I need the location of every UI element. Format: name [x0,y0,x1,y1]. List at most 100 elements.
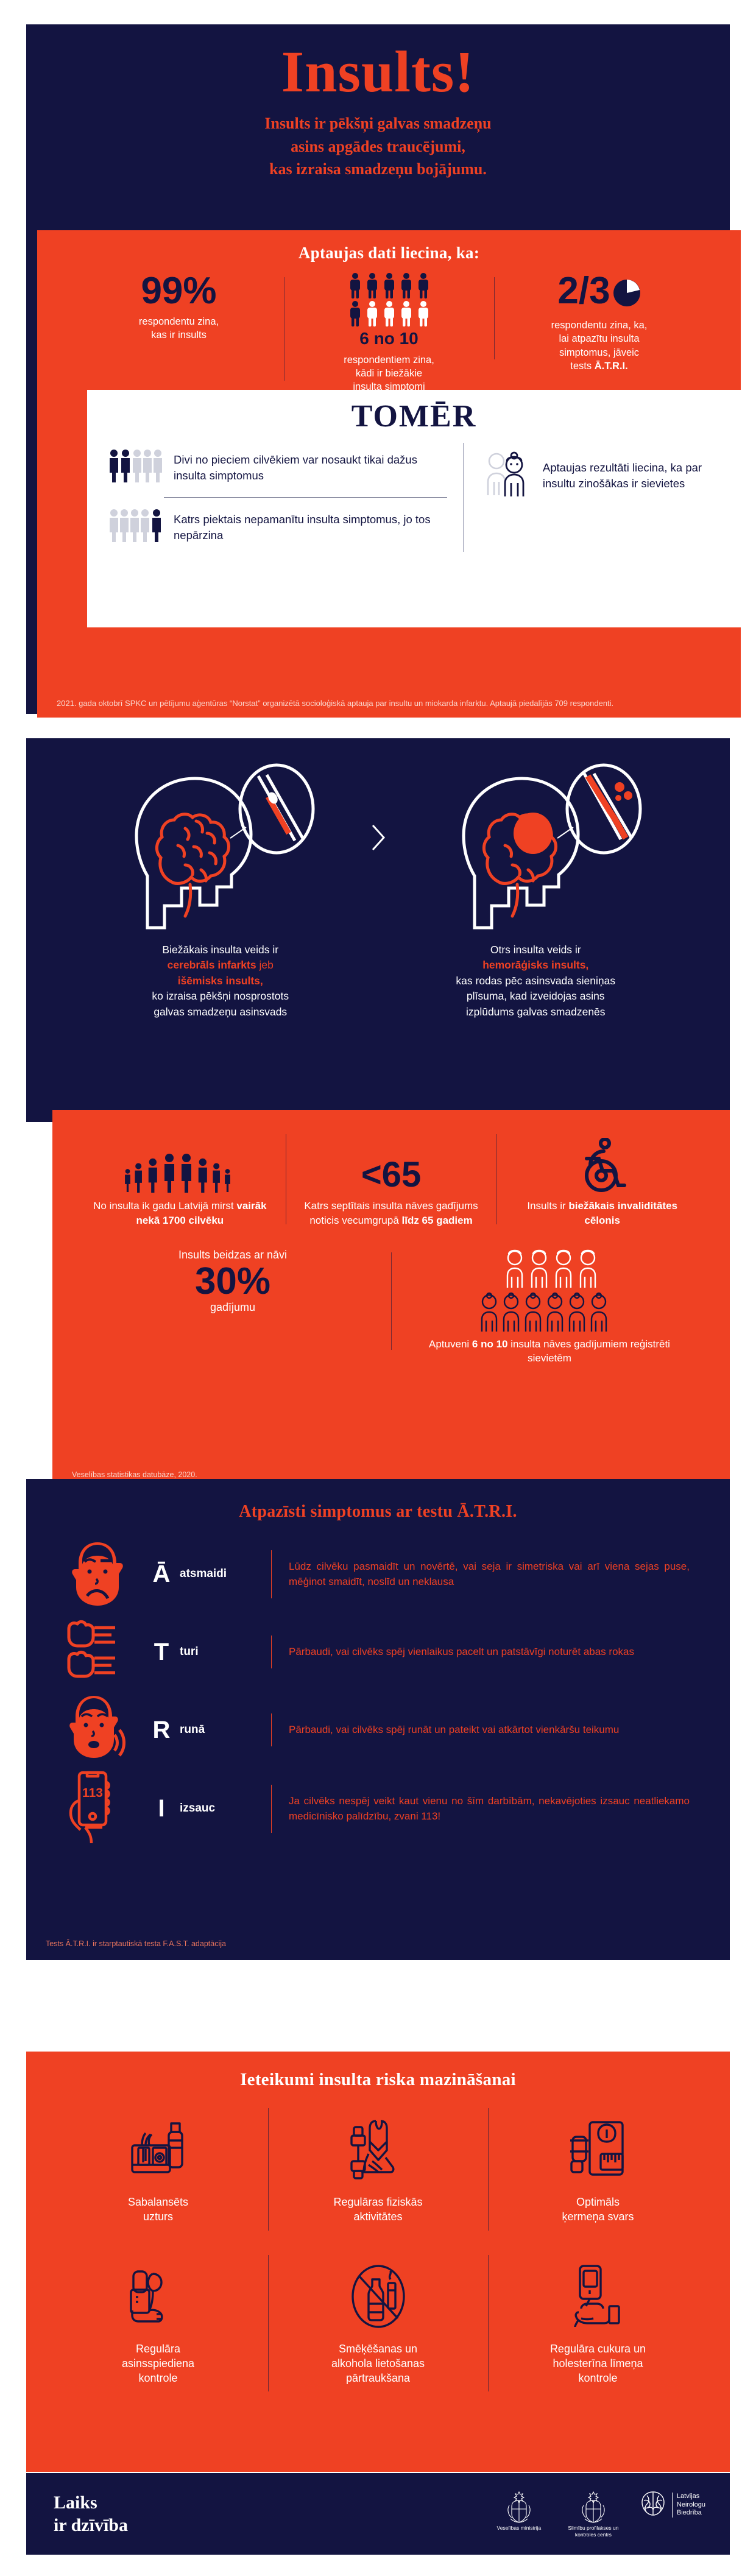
survey-stat-value: 99% [141,270,217,312]
statistics-row-1: No insulta ik gadu Latvijā mirst vairāk … [52,1110,730,1228]
survey-stat-value: 6 no 10 [359,329,419,348]
atri-description: Pārbaudi, vai cilvēks spēj vienlaikus pa… [271,1636,704,1668]
tip-label-line: kontrole [138,2372,178,2385]
atri-title: Atpazīsti simptomus ar testu Ā.T.R.I. [239,1502,517,1521]
emergency-number: 113 [82,1786,103,1800]
statistics-source-note: Veselības statistikas datubāze, 2020. [72,1470,197,1479]
survey-source-note: 2021. gada oktobrī SPKC un pētījumu aģen… [57,698,614,708]
people-6-of-10-icon [295,272,483,327]
tips-row-1: Sabalansēts uzturs [26,2106,730,2237]
type-line: plīsuma, kad izveidojas asins [466,990,605,1003]
type-line: galvas smadzeņu asinsvads [154,1005,288,1018]
type-ischemic: Biežākais insulta veids ir cerebrāls inf… [63,942,378,1020]
stat-line: respondentu zina, ka, [551,320,648,331]
latvia-coat-of-arms-icon [564,2490,623,2525]
hero-subtitle-line: asins apgādes traucējumi, [291,137,465,155]
tip-label-line: holesterīna līmeņa [553,2357,643,2370]
tip-no-smoking-alcohol: Smēķēšanas un alkohola lietošanas pārtra… [268,2253,488,2398]
lnb-line: Neirologu [676,2500,705,2508]
stat-line-text: tests [570,360,592,372]
head-brain-hemorrhagic-icon [432,760,651,940]
survey-stat-value: 2/3 [505,272,693,314]
divider [164,497,447,498]
tomer-item: Divi no pieciem cilvēkiem var nosaukt ti… [108,443,447,492]
statistics-row-2: Insults beidzas ar nāvi 30% gadījumu [52,1228,730,1366]
tip-label-line: Regulāras fiziskās [333,2196,423,2208]
glucose-meter-icon [501,2259,694,2334]
tip-label-line: uzturs [143,2211,174,2223]
atri-source-note: Tests Ā.T.R.I. ir starptautiskā testa F.… [46,1939,226,1948]
hero-subtitle-line: Insults ir pēkšņi galvas smadzeņu [264,115,492,132]
footer: Laiks ir dzīvība Veselības [26,2473,730,2555]
stat-line: lai atpazītu insulta [559,333,640,345]
blood-pressure-icon [62,2259,255,2334]
tip-label-line: alkohola lietošanas [331,2357,425,2370]
hero-subtitle-line: kas izraisa smadzeņu bojājumu. [269,160,487,178]
stat-text-bold: vairāk nekā 1700 cilvēku [136,1200,267,1226]
body-weight-icon [501,2112,694,2187]
atri-letter: T [154,1638,169,1665]
tip-label: Regulāra cukura un holesterīna līmeņa ko… [501,2341,694,2386]
tip-label: Regulāras fiziskās aktivitātes [281,2195,475,2225]
tomer-item-text: Divi no pieciem cilvēkiem var nosaukt ti… [174,453,417,482]
survey-stat-text: respondentu zina, ka, lai atpazītu insul… [505,319,693,373]
atri-description: Lūdz cilvēku pasmaidīt un novērtē, vai s… [271,1550,704,1598]
footer-slogan: Laiks ir dzīvība [54,2491,128,2537]
tip-label: Sabalansēts uzturs [62,2195,255,2225]
tomer-right-column: Aptaujas rezultāti liecina, ka par insul… [462,443,720,552]
lnb-text: Latvijas Neirologu Biedrība [671,2492,705,2518]
stat-line: tests Ā.T.R.I. [505,359,693,373]
stat-line: insulta simptomi [353,381,425,393]
tip-optimal-weight: Optimāls ķermeņa svars [488,2106,708,2237]
tip-label: Optimāls ķermeņa svars [501,2195,694,2225]
stat-text-pre: No insulta ik gadu Latvijā mirst [93,1200,237,1212]
stat-text: Aptuveni 6 no 10 insulta nāves gadījumie… [407,1337,692,1366]
survey-stat-number: 2/3 [557,270,610,312]
hero-subtitle: Insults ir pēkšņi galvas smadzeņu asins … [26,112,730,181]
chevron-right-icon [370,824,386,855]
stroke-types-text: Biežākais insulta veids ir cerebrāls inf… [26,940,730,1020]
atri-section: Atpazīsti simptomus ar testu Ā.T.R.I. [26,1479,730,1960]
survey-stat-99: 99% respondentu zina, kas ir insults [74,272,284,342]
tomer-item: Aptaujas rezultāti liecina, ka par insul… [481,443,720,508]
stat-text-post: insulta nāves gadījumiem reģistrēti siev… [507,1338,670,1364]
atri-word: izsauc [180,1802,216,1815]
logo-caption: Slimību profilakses un kontroles centrs [568,2524,619,2538]
type-highlight: cerebrāls infarkts [167,959,256,972]
footer-slogan-line: Laiks [54,2492,97,2513]
stat-text: Insults ir biežākais invaliditātes cēlon… [510,1199,694,1228]
vessel-blocked-icon [238,763,315,855]
stat-line: simptomus, jāveic [559,347,640,358]
logo-health-ministry: Veselības ministrija [490,2490,548,2532]
atri-letter: I [158,1794,165,1822]
brain-left [51,760,378,940]
stat-text-bold: 6 no 10 [472,1338,508,1350]
exercise-icon [281,2112,475,2187]
stat-label: Insults beidzas ar nāvi [178,1248,288,1261]
type-highlight: hemorāģisks insults, [482,959,589,972]
tip-label-line: kontrole [578,2372,618,2385]
survey-title: Aptaujas dati liecina, ka: [298,244,480,262]
type-line: ko izraisa pēkšņi nosprostots [152,990,289,1003]
survey-stat-text: respondentiem zina, kādi ir biežākie ins… [295,353,483,394]
type-line: kas rodas pēc asinsvada sieniņas [456,974,616,987]
lnb-line: Biedrība [676,2509,702,2517]
no-smoking-alcohol-icon [281,2259,475,2334]
healthy-food-icon [62,2112,255,2187]
man-woman-icon [481,448,533,503]
survey-stat-6of10: 6 no 10 respondentiem zina, kādi ir biež… [284,272,494,394]
brain-right [378,760,706,940]
atri-word: runā [180,1723,205,1736]
tomer-body: Divi no pieciem cilvēkiem var nosaukt ti… [87,434,741,552]
tip-label-line: Regulāra cukura un [549,2342,646,2355]
stat-text: No insulta ik gadu Latvijā mirst vairāk … [88,1199,272,1228]
stat-text-pre: Aptuveni [429,1338,472,1350]
tomer-title: TOMĒR [351,399,477,434]
stroke-types-section: Biežākais insulta veids ir cerebrāls inf… [26,738,730,1122]
tomer-left-column: Divi no pieciem cilvēkiem var nosaukt ti… [108,443,463,552]
phone-113-icon: 113 [52,1769,143,1848]
stat-line: kādi ir biežākie [355,368,423,379]
tip-label-line: ķermeņa svars [562,2211,634,2223]
people-group-gender-icon [479,1249,620,1336]
